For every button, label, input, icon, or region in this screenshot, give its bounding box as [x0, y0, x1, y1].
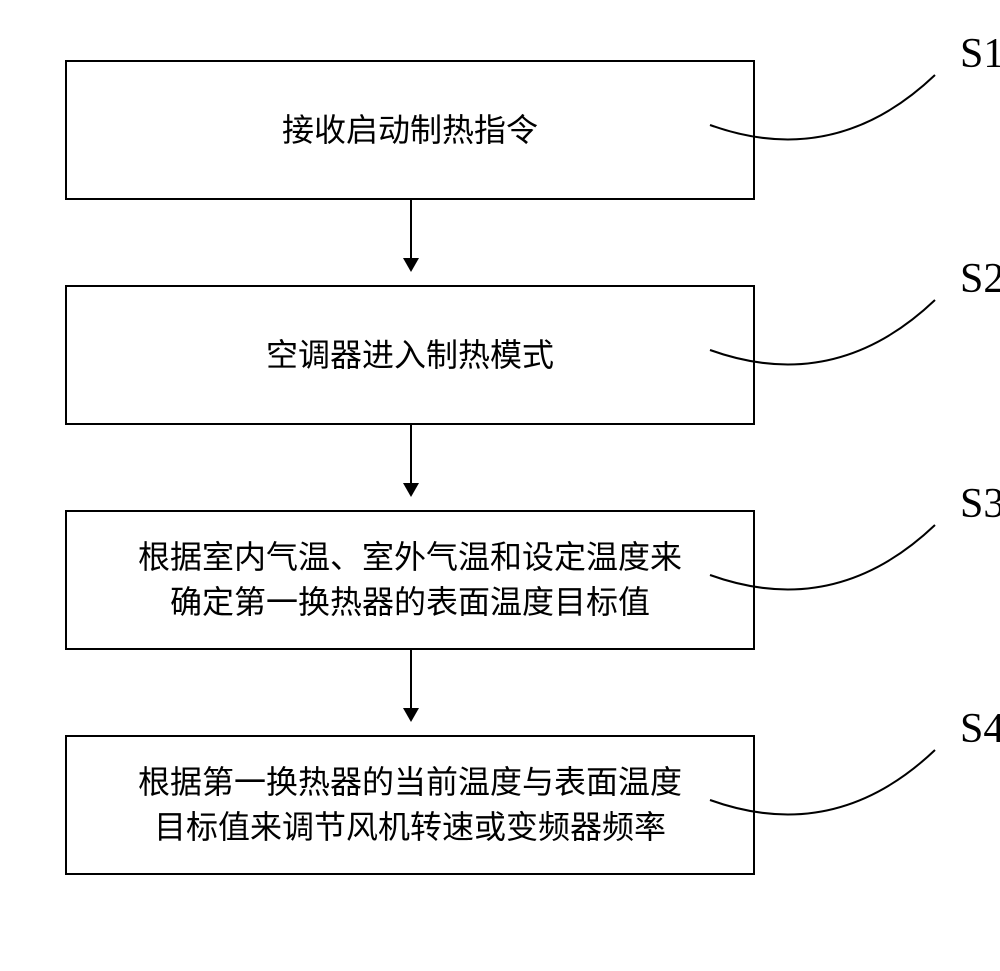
flowchart-node-s1: 接收启动制热指令 [65, 60, 755, 200]
flowchart-node-s3: 根据室内气温、室外气温和设定温度来确定第一换热器的表面温度目标值 [65, 510, 755, 650]
label-s3: S3 [960, 480, 1000, 528]
connector-s4 [705, 745, 965, 845]
flowchart-node-s4: 根据第一换热器的当前温度与表面温度目标值来调节风机转速或变频器频率 [65, 735, 755, 875]
connector-s1 [705, 70, 965, 170]
label-s2: S2 [960, 255, 1000, 303]
node-s4-text: 根据第一换热器的当前温度与表面温度目标值来调节风机转速或变频器频率 [138, 760, 682, 850]
arrow-s2-s3 [410, 425, 412, 495]
flowchart-node-s2: 空调器进入制热模式 [65, 285, 755, 425]
label-s4: S4 [960, 705, 1000, 753]
node-s1-text: 接收启动制热指令 [282, 108, 538, 153]
connector-s2 [705, 295, 965, 395]
arrow-s1-s2 [410, 200, 412, 270]
node-s2-text: 空调器进入制热模式 [266, 333, 554, 378]
node-s3-text: 根据室内气温、室外气温和设定温度来确定第一换热器的表面温度目标值 [138, 535, 682, 625]
connector-s3 [705, 520, 965, 620]
arrow-s3-s4 [410, 650, 412, 720]
label-s1: S1 [960, 30, 1000, 78]
